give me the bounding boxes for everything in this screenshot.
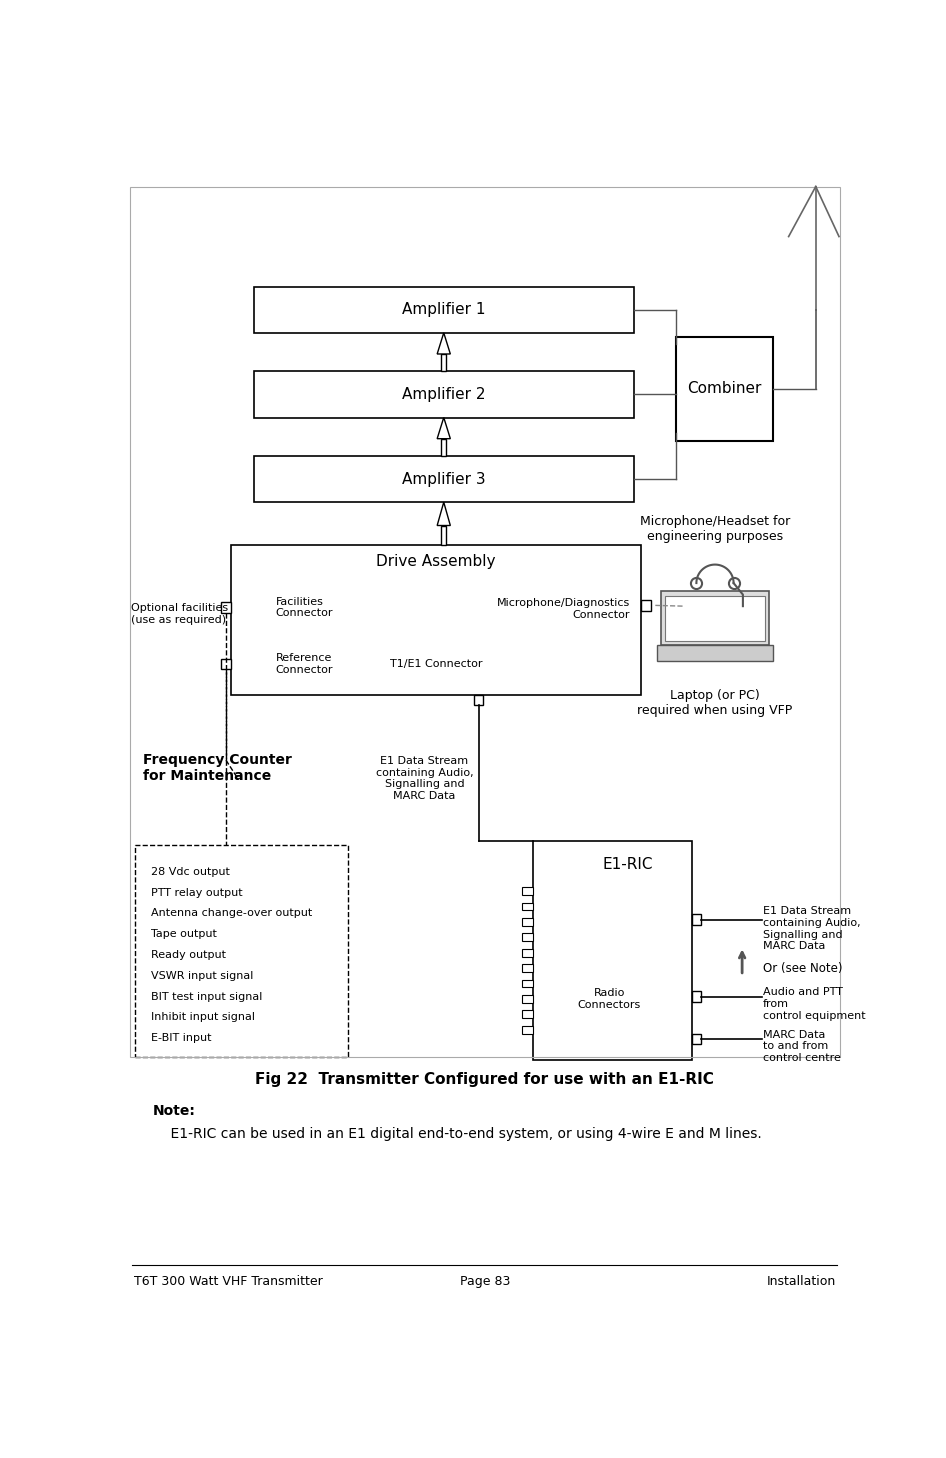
- Text: VSWR input signal: VSWR input signal: [150, 971, 254, 981]
- Bar: [221, 659, 231, 669]
- Bar: [522, 1026, 533, 1034]
- Bar: [254, 287, 634, 332]
- Bar: [254, 372, 634, 417]
- Text: E1 Data Stream
containing Audio,
Signalling and
MARC Data: E1 Data Stream containing Audio, Signall…: [376, 757, 473, 800]
- Text: Drive Assembly: Drive Assembly: [377, 554, 496, 569]
- Text: 28 Vdc output: 28 Vdc output: [150, 868, 230, 876]
- Text: Audio and PTT
from
control equipment: Audio and PTT from control equipment: [763, 987, 866, 1021]
- Bar: [522, 949, 533, 956]
- Text: Facilities
Connector: Facilities Connector: [275, 596, 333, 618]
- Bar: [130, 187, 840, 1057]
- Text: Antenna change-over output: Antenna change-over output: [150, 908, 312, 919]
- Text: BIT test input signal: BIT test input signal: [150, 991, 262, 1002]
- Text: Optional facilities
(use as required): Optional facilities (use as required): [131, 604, 229, 624]
- Bar: [692, 1034, 701, 1044]
- Text: Fig 22  Transmitter Configured for use with an E1-RIC: Fig 22 Transmitter Configured for use wi…: [255, 1072, 714, 1088]
- Bar: [221, 602, 231, 614]
- Bar: [522, 964, 533, 972]
- Bar: [522, 994, 533, 1003]
- Text: Amplifier 2: Amplifier 2: [402, 386, 485, 402]
- Text: Amplifier 1: Amplifier 1: [402, 302, 485, 318]
- Text: Microphone/Headset for
engineering purposes: Microphone/Headset for engineering purpo…: [639, 515, 790, 544]
- Text: Frequency Counter
for Maintenance: Frequency Counter for Maintenance: [143, 752, 292, 783]
- Text: T1/E1 Connector: T1/E1 Connector: [390, 659, 482, 669]
- Bar: [522, 1010, 533, 1018]
- Bar: [665, 596, 764, 642]
- Bar: [474, 694, 483, 706]
- Bar: [522, 888, 533, 895]
- Text: E-BIT input: E-BIT input: [150, 1034, 211, 1042]
- Bar: [231, 544, 641, 694]
- Polygon shape: [437, 417, 450, 439]
- Text: Microphone/Diagnostics
Connector: Microphone/Diagnostics Connector: [497, 598, 630, 620]
- Text: Radio
Connectors: Radio Connectors: [577, 989, 640, 1009]
- Text: MARC Data
to and from
control centre: MARC Data to and from control centre: [763, 1029, 841, 1063]
- Bar: [641, 601, 651, 611]
- Text: PTT relay output: PTT relay output: [150, 888, 242, 898]
- Bar: [135, 844, 348, 1057]
- Text: Note:: Note:: [153, 1104, 196, 1117]
- Bar: [522, 933, 533, 940]
- Text: E1-RIC: E1-RIC: [603, 857, 654, 872]
- Bar: [657, 644, 773, 660]
- Bar: [522, 919, 533, 926]
- Bar: [441, 439, 447, 456]
- Bar: [533, 841, 692, 1060]
- Text: Tape output: Tape output: [150, 929, 217, 939]
- Bar: [522, 903, 533, 910]
- Text: Laptop (or PC)
required when using VFP: Laptop (or PC) required when using VFP: [638, 690, 793, 717]
- Bar: [660, 590, 769, 644]
- Text: T6T 300 Watt VHF Transmitter: T6T 300 Watt VHF Transmitter: [133, 1274, 323, 1287]
- Text: Ready output: Ready output: [150, 951, 226, 959]
- Polygon shape: [437, 502, 450, 525]
- Text: Inhibit input signal: Inhibit input signal: [150, 1012, 254, 1022]
- Text: Amplifier 3: Amplifier 3: [402, 471, 485, 487]
- Text: Page 83: Page 83: [460, 1274, 510, 1287]
- Bar: [522, 980, 533, 987]
- Bar: [441, 525, 447, 544]
- Bar: [676, 337, 773, 440]
- Text: Combiner: Combiner: [688, 381, 762, 397]
- Bar: [441, 354, 447, 372]
- Text: E1 Data Stream
containing Audio,
Signalling and
MARC Data: E1 Data Stream containing Audio, Signall…: [763, 907, 861, 951]
- Text: Reference
Connector: Reference Connector: [275, 653, 333, 675]
- Text: Installation: Installation: [766, 1274, 836, 1287]
- Bar: [254, 456, 634, 502]
- Polygon shape: [437, 332, 450, 354]
- Text: E1-RIC can be used in an E1 digital end-to-end system, or using 4-wire E and M l: E1-RIC can be used in an E1 digital end-…: [153, 1127, 762, 1140]
- Text: Or (see Note): Or (see Note): [763, 962, 843, 974]
- Bar: [692, 991, 701, 1002]
- Bar: [692, 914, 701, 924]
